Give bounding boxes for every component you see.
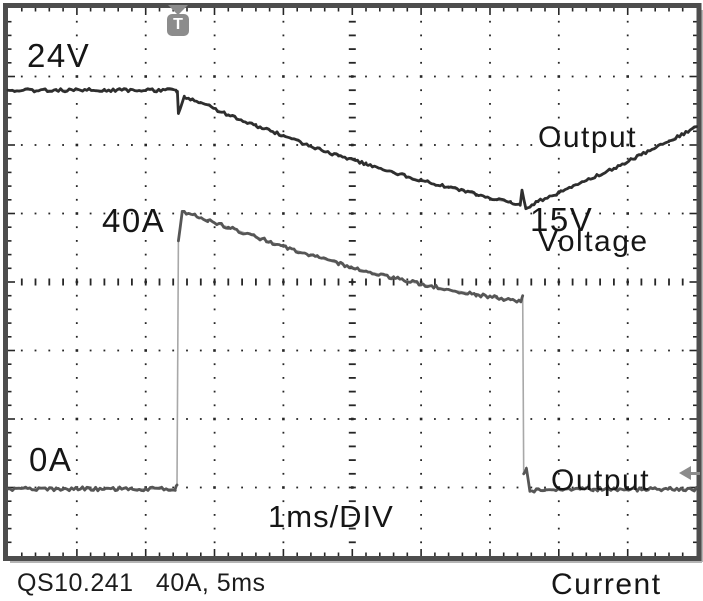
current-position-arrow-icon: [679, 466, 701, 480]
arrow-tail: [690, 471, 700, 475]
voltage-trace-label-line1: Output: [538, 121, 638, 155]
voltage-min-label-15v: 15V: [530, 201, 594, 238]
voltage-trace-label: Output Voltage: [538, 52, 649, 328]
arrow-head: [679, 466, 691, 480]
trigger-marker: T: [167, 5, 189, 39]
trigger-arrow-icon: [168, 5, 188, 15]
current-trace-label-line2: Current: [551, 567, 662, 601]
timebase-label: 1ms/DIV: [268, 499, 394, 534]
current-zero-label-0a: 0A: [29, 441, 73, 478]
figure-caption: QS10.241 40A, 5ms: [17, 569, 266, 597]
voltage-trace-label-line2: Voltage: [538, 224, 649, 258]
current-trace-label-line1: Output: [551, 464, 651, 498]
current-trace-label: Output Current: [551, 395, 662, 601]
voltage-level-label-24v: 24V: [27, 37, 91, 74]
trigger-t-icon: T: [167, 14, 189, 36]
current-peak-label-40a: 40A: [102, 202, 166, 239]
